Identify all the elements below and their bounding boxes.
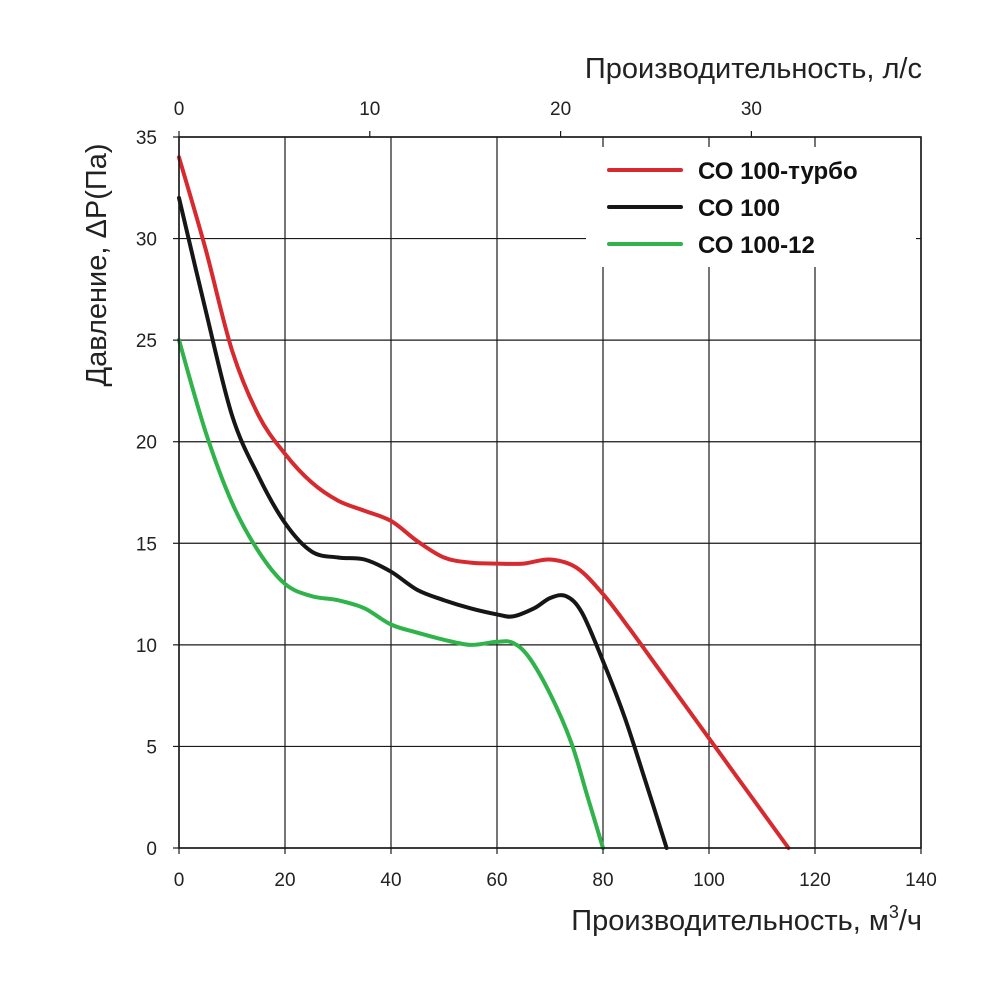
tick-labels: 0 20 40 60 80 100 120 140 0 5 10 15 20 25 30 35 0 10 20 30	[136, 99, 937, 891]
series-line-standard	[177, 195, 669, 850]
series-layer	[177, 155, 791, 850]
x2-tick-label: 20	[550, 99, 571, 120]
legend-label-standard: СО 100	[698, 195, 780, 222]
x2-tick-label: 10	[359, 99, 380, 120]
y-tick-label: 10	[136, 636, 157, 657]
legend-label-turbo: СО 100-турбо	[698, 158, 858, 185]
x-tick-label: 20	[274, 870, 295, 891]
x2-tick-label: 30	[741, 99, 762, 120]
y-tick-label: 35	[136, 128, 157, 149]
y-tick-label: 20	[136, 433, 157, 454]
y-tick-label: 5	[146, 737, 157, 758]
legend: СО 100-турбо СО 100 СО 100-12	[607, 158, 858, 259]
x-tick-label: 80	[592, 870, 613, 891]
x2-tick-label: 0	[174, 99, 185, 120]
y-tick-label: 15	[136, 534, 157, 555]
series-line-turbo	[177, 155, 791, 850]
y-tick-label: 0	[146, 839, 157, 860]
series-line-12v	[177, 338, 605, 850]
x-tick-label: 140	[905, 870, 937, 891]
x-tick-label: 120	[799, 870, 831, 891]
plot-frame	[178, 136, 922, 849]
y-axis-title: Давление, ΔP(Па)	[81, 143, 113, 386]
y-tick-label: 30	[136, 230, 157, 251]
x2-axis-title: Производительность, л/с	[585, 53, 922, 85]
x-tick-label: 100	[693, 870, 725, 891]
x-tick-label: 0	[174, 870, 185, 891]
y-tick-label: 25	[136, 331, 157, 352]
x-axis-title: Производительность, м3/ч	[571, 902, 922, 937]
x-tick-label: 40	[380, 870, 401, 891]
legend-label-12v: СО 100-12	[698, 232, 815, 259]
x-tick-label: 60	[486, 870, 507, 891]
